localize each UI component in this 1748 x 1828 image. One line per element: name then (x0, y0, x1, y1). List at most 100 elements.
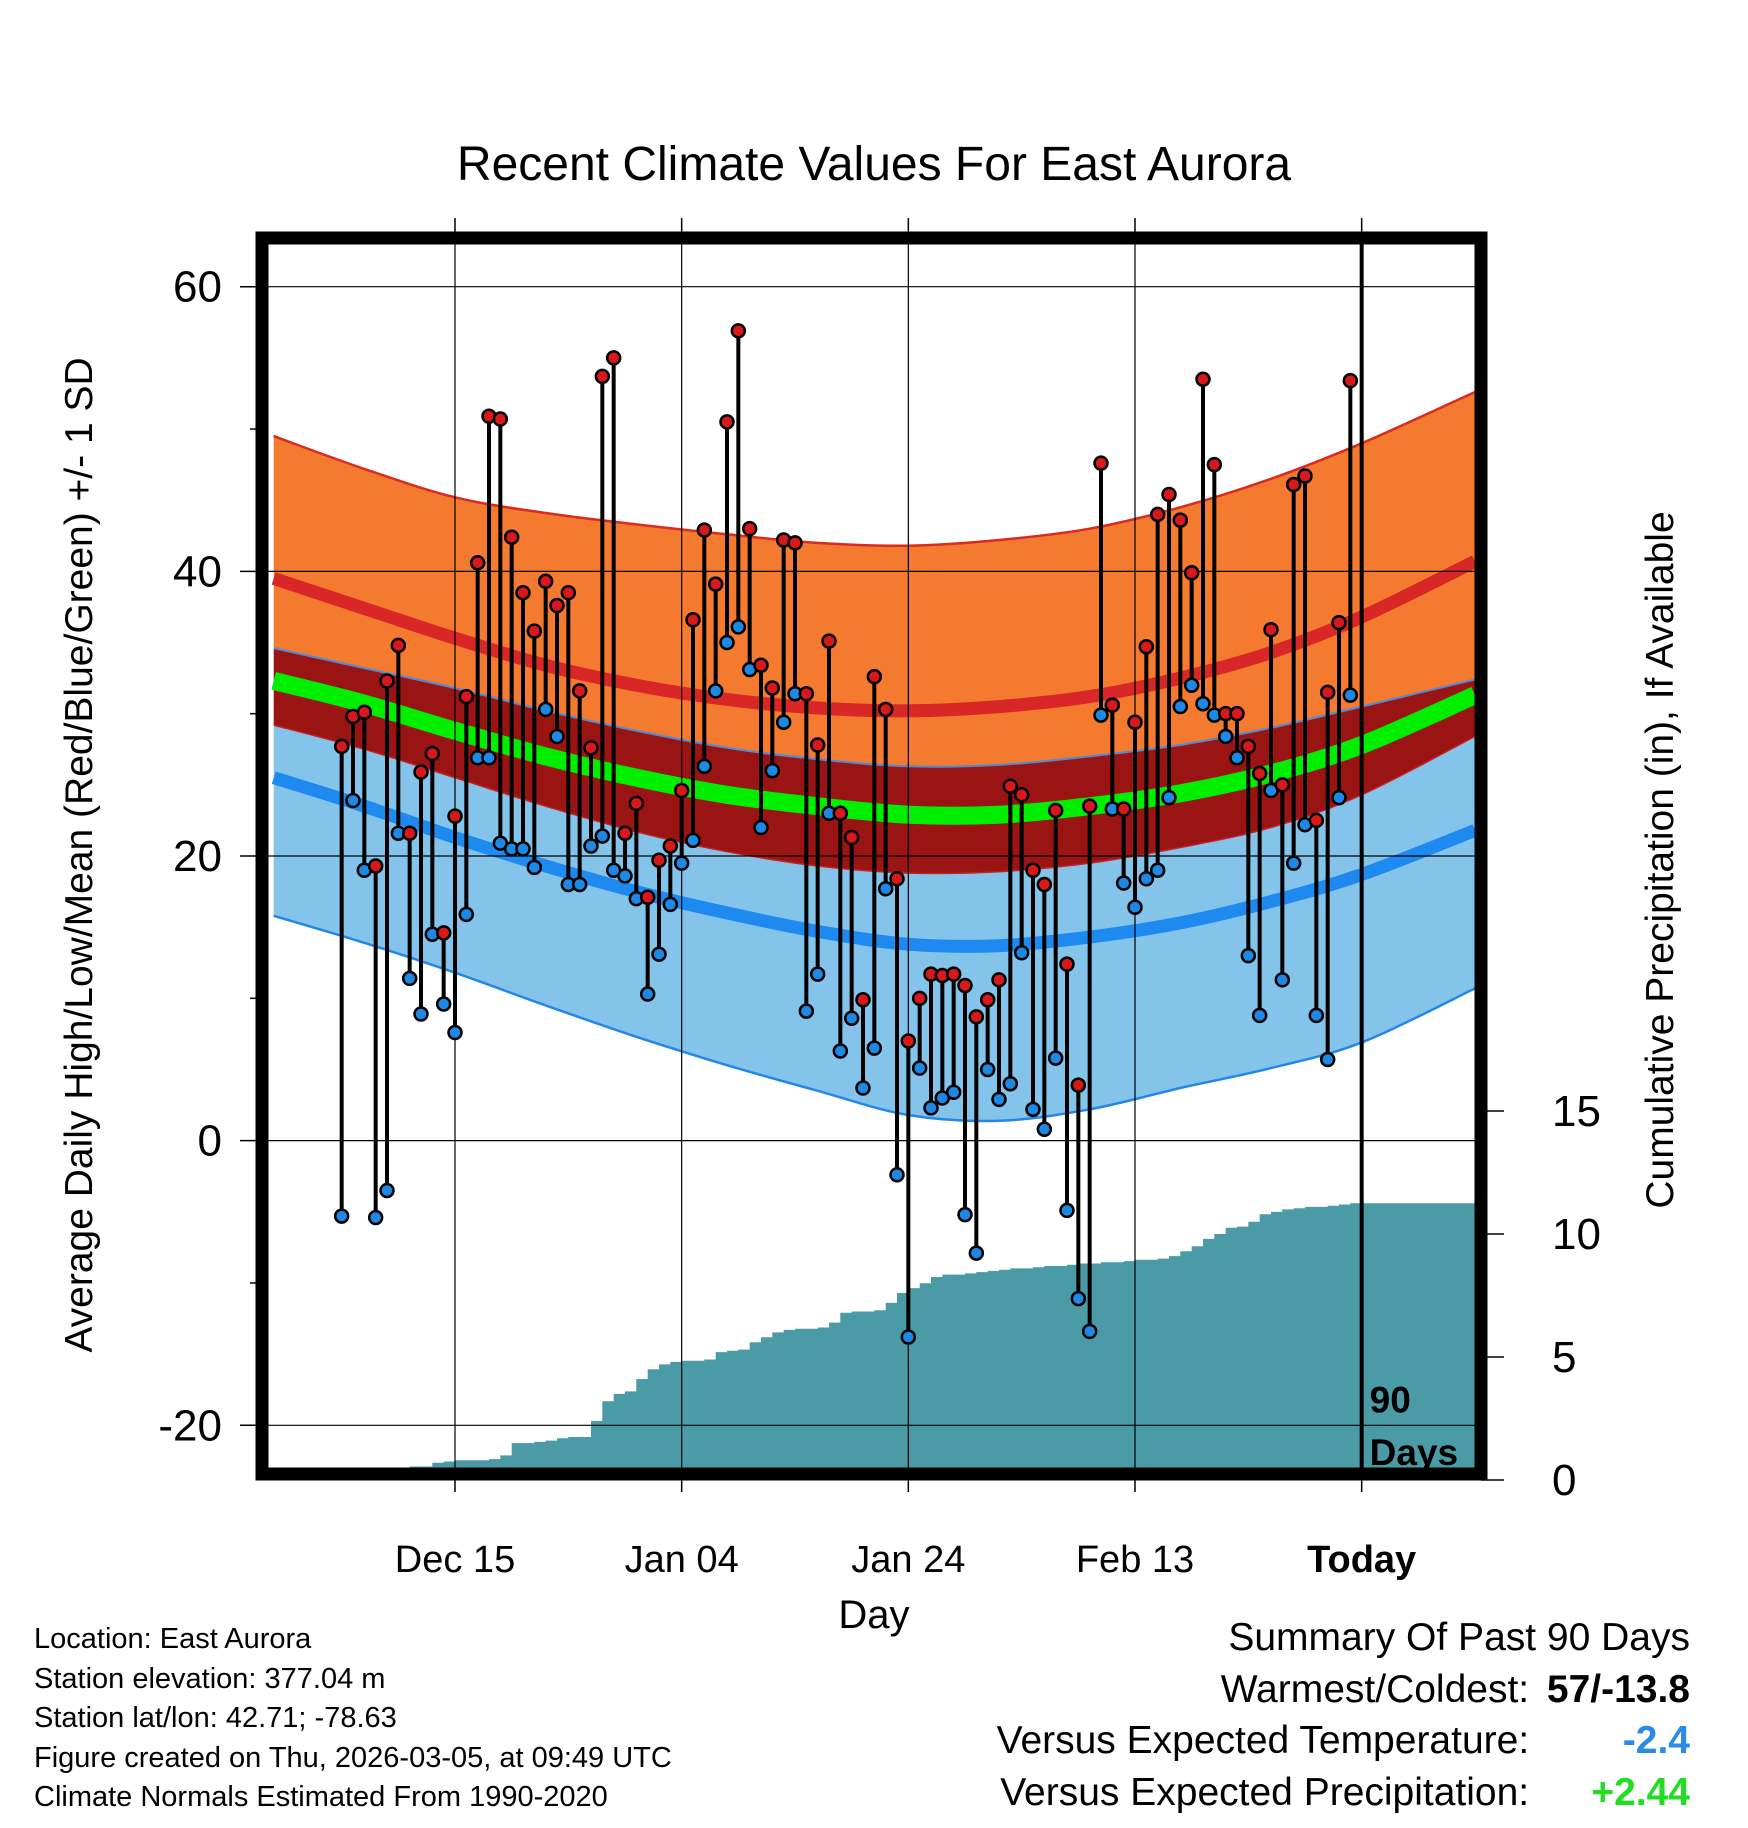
location-text: Location: East Aurora (34, 1623, 312, 1655)
low-point (1025, 1101, 1041, 1118)
low-point (401, 970, 418, 987)
low-point (1217, 728, 1234, 745)
high-point (1308, 812, 1325, 829)
x-tick-label: Today (1307, 1539, 1416, 1581)
precip-tick-label: 5 (1552, 1333, 1576, 1382)
high-point (1319, 684, 1336, 701)
high-point (515, 584, 531, 601)
low-point (1138, 871, 1155, 887)
high-point (583, 740, 599, 756)
low-point (1331, 789, 1347, 806)
high-point (1115, 801, 1132, 817)
high-point (413, 764, 429, 780)
high-point (889, 871, 905, 887)
low-point (617, 868, 633, 884)
summary-warmest-row: Warmest/Coldest: 57/-13.8 (997, 1664, 1690, 1716)
high-point (571, 683, 588, 699)
high-point (424, 745, 441, 762)
high-point (333, 738, 350, 755)
x-tick-label: Dec 15 (395, 1539, 515, 1581)
low-point (1274, 972, 1291, 988)
low-point (889, 1167, 905, 1183)
low-point (1183, 677, 1200, 693)
summary-temp-row: Versus Expected Temperature: -2.4 (997, 1715, 1690, 1767)
high-point (911, 990, 928, 1007)
high-point (639, 889, 656, 906)
high-point (447, 808, 463, 824)
precip-tick-label: 10 (1552, 1210, 1601, 1259)
plot-inner: 90 Days (268, 244, 1475, 1468)
low-point (583, 838, 599, 854)
y-tick-label: 0 (198, 1117, 222, 1166)
high-point (1013, 787, 1030, 803)
low-point (1285, 855, 1302, 871)
high-point (979, 991, 996, 1008)
high-point (1229, 705, 1245, 722)
low-lower-edge (273, 914, 1475, 1123)
high-point (957, 977, 973, 994)
low-point (696, 758, 713, 775)
high-point (1206, 456, 1223, 473)
high-point (469, 555, 486, 571)
high-point (1172, 512, 1189, 528)
low-point (832, 1043, 849, 1059)
low-point (685, 832, 701, 849)
high-point (991, 972, 1007, 988)
station-metadata: Location: East Aurora Station elevation:… (34, 1620, 672, 1818)
low-point (1229, 750, 1245, 766)
high-point (1127, 714, 1143, 730)
low-point (1342, 687, 1359, 703)
high-point (855, 991, 871, 1008)
latlon-text: Station lat/lon: 42.71; -78.63 (34, 1702, 397, 1734)
y-tick-label: -20 (158, 1401, 222, 1450)
high-point (1161, 486, 1177, 503)
created-text: Figure created on Thu, 2026-03-05, at 09… (34, 1741, 672, 1774)
high-point (594, 368, 611, 385)
summary-heading: Summary Of Past 90 Days (1228, 1616, 1690, 1659)
high-upper-edge (273, 390, 1475, 548)
high-point (1251, 765, 1268, 782)
x-tick-label: Jan 24 (851, 1539, 965, 1581)
low-point (1161, 789, 1177, 806)
high-point (673, 782, 690, 799)
summary-panel: Summary Of Past 90 Days Warmest/Coldest:… (997, 1612, 1690, 1818)
high-point (605, 350, 622, 366)
low-point (843, 1010, 860, 1027)
low-point (991, 1091, 1007, 1108)
precip-anomaly-value: +2.44 (1591, 1770, 1690, 1814)
low-point (1149, 862, 1166, 878)
low-point (1013, 945, 1030, 961)
low-point (877, 880, 894, 897)
low-point (1115, 875, 1132, 891)
low-point (1127, 899, 1143, 915)
x-axis-label: Day (838, 1593, 909, 1637)
high-point (1331, 614, 1347, 631)
low-point (1047, 1050, 1064, 1066)
normals-period-text: Climate Normals Estimated From 1990-2020 (34, 1781, 608, 1813)
high-point (549, 597, 565, 614)
high-point (866, 668, 883, 685)
low-point (1036, 1121, 1053, 1138)
high-point (1047, 802, 1064, 819)
low-point (1319, 1051, 1336, 1068)
low-point (526, 859, 543, 876)
high-point (685, 611, 701, 628)
warmest-value: 57/-13.8 (1546, 1667, 1690, 1711)
low-point (345, 792, 361, 809)
low-point (1070, 1290, 1087, 1307)
low-point (1172, 698, 1189, 715)
high-point (526, 623, 543, 639)
x-tick-label: Jan 04 (625, 1539, 739, 1581)
low-point (979, 1061, 996, 1078)
precip-area (398, 1203, 1475, 1468)
high-point (1183, 565, 1200, 581)
high-point (1093, 455, 1109, 471)
low-point (923, 1100, 939, 1116)
low-point (379, 1182, 395, 1199)
low-point (447, 1024, 463, 1041)
low-point (809, 966, 826, 982)
high-point (764, 680, 781, 696)
high-point (390, 637, 407, 654)
low-point (1195, 695, 1211, 712)
low-point (481, 750, 497, 766)
